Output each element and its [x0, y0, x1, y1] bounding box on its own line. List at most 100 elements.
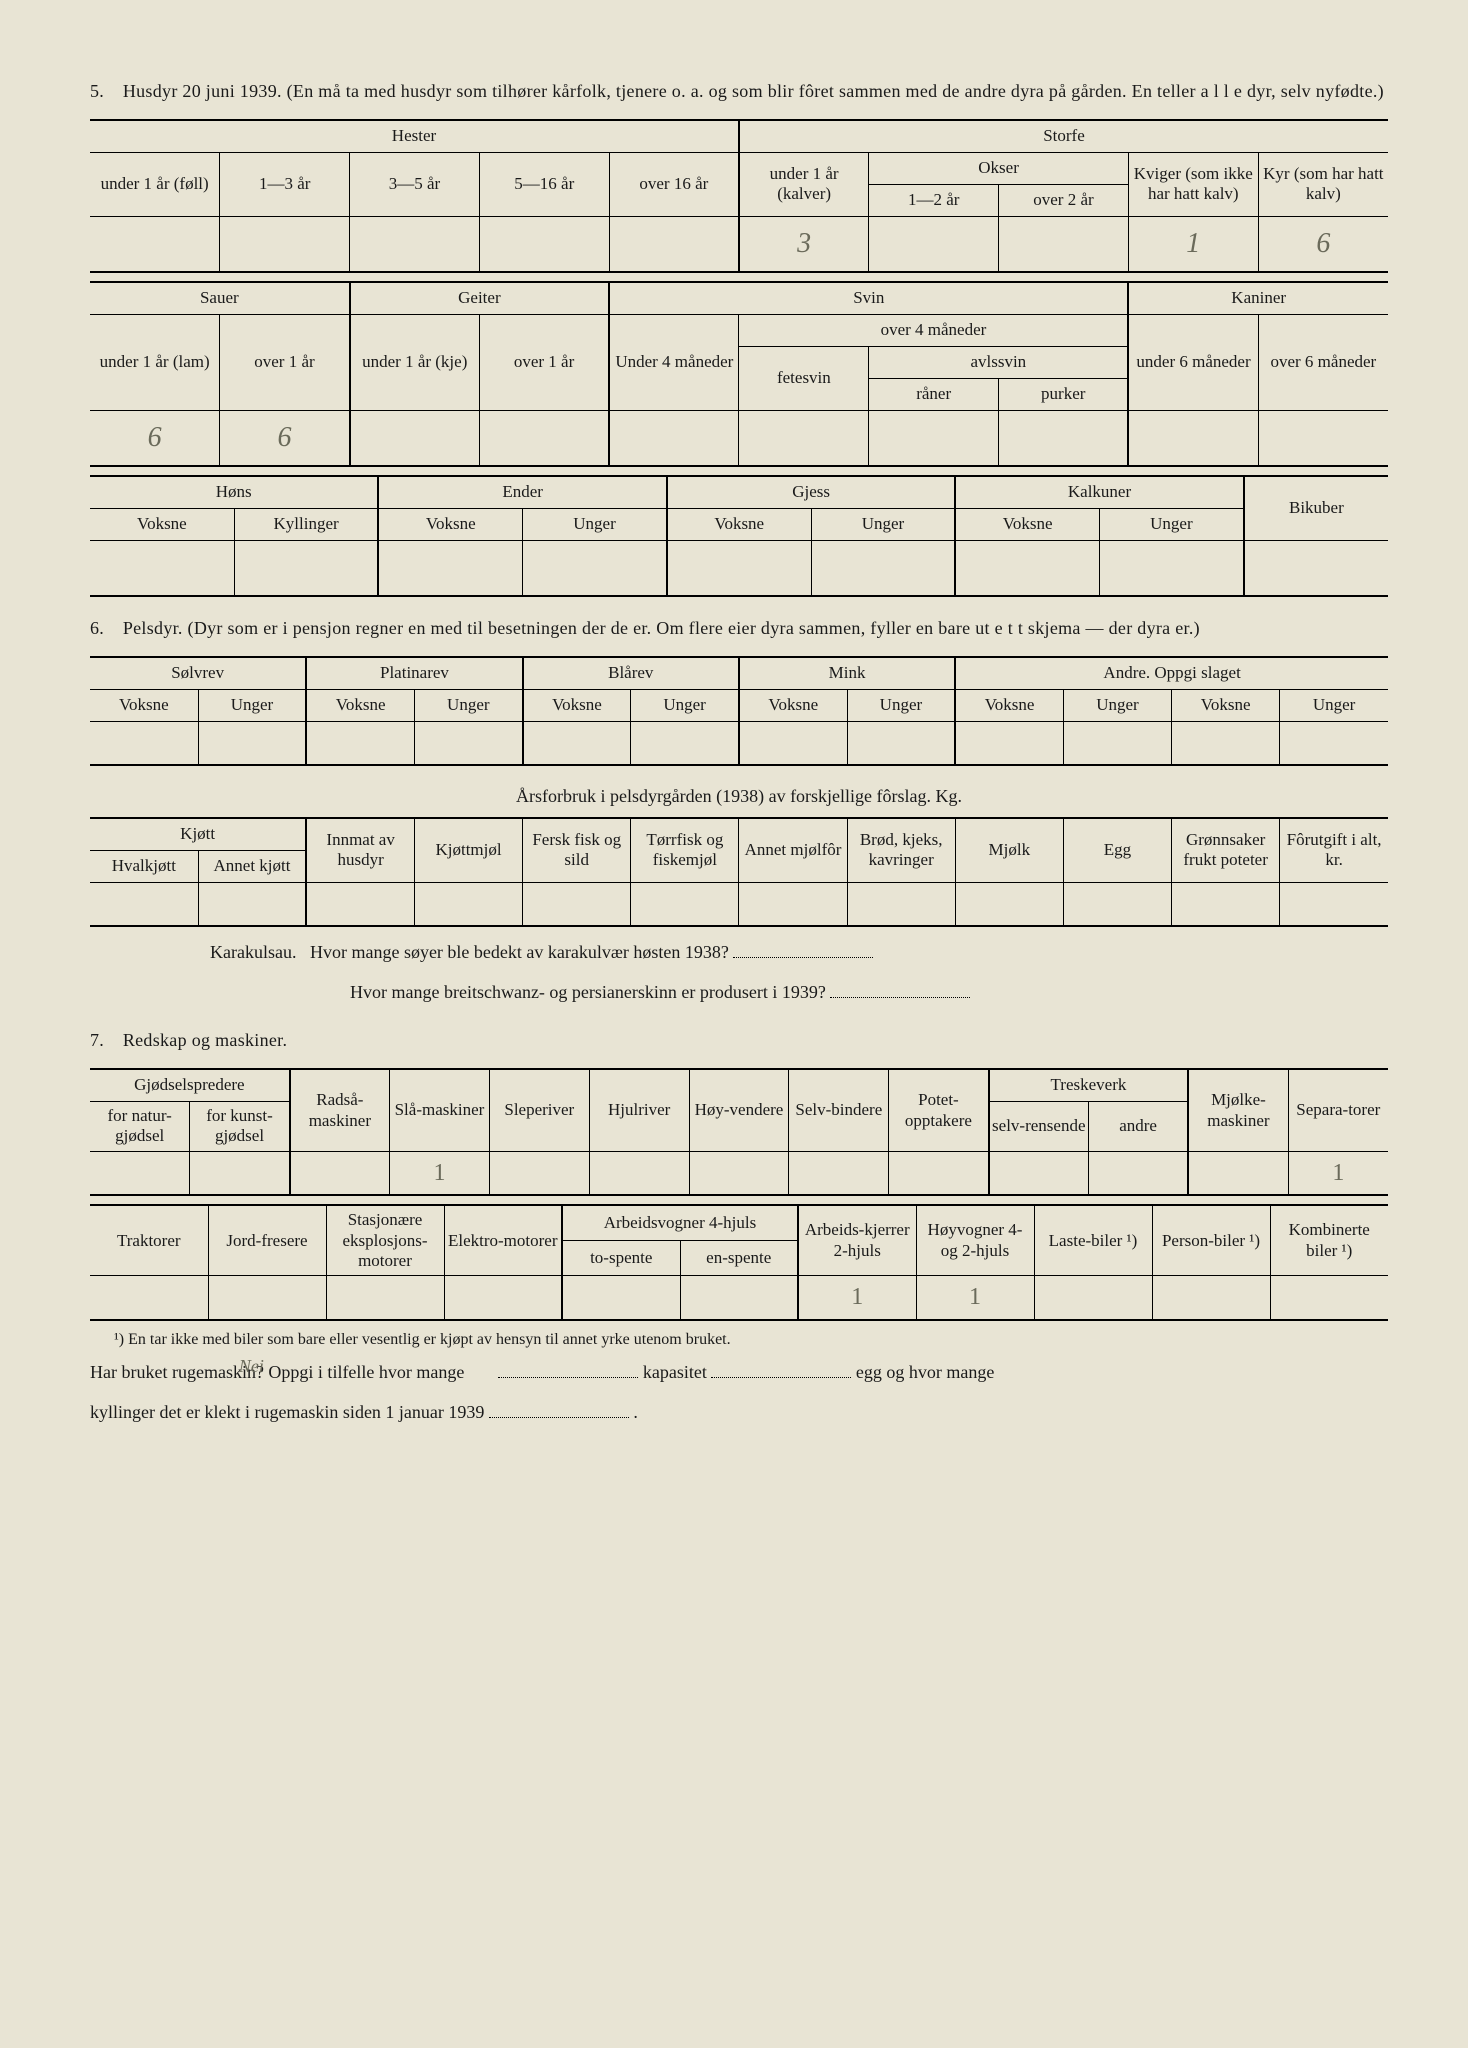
cell-6-1-9[interactable] [1063, 721, 1171, 765]
cell-5-1-4[interactable] [609, 216, 739, 272]
cell-f-2[interactable] [306, 882, 414, 926]
r2-d2: Laste-biler ¹) [1034, 1205, 1152, 1276]
cell-6-1-1[interactable] [198, 721, 306, 765]
cell-5-1-1[interactable] [220, 216, 350, 272]
cell-6-1-5[interactable] [631, 721, 739, 765]
cell-7-2-8[interactable] [1034, 1276, 1152, 1320]
cell-5-2-6[interactable] [869, 410, 999, 466]
cell-5-1-6[interactable] [869, 216, 999, 272]
cell-7-2-9[interactable] [1152, 1276, 1270, 1320]
cell-f-11[interactable] [1280, 882, 1388, 926]
cell-7-2-1[interactable] [208, 1276, 326, 1320]
cell-7-1-5[interactable] [589, 1151, 689, 1195]
cell-7-2-3[interactable] [444, 1276, 562, 1320]
cell-5-3-1[interactable] [234, 540, 378, 596]
cell-7-1-12[interactable]: 1 [1288, 1151, 1388, 1195]
cell-7-2-5[interactable] [680, 1276, 798, 1320]
cell-f-9[interactable] [1063, 882, 1171, 926]
cell-5-3-4[interactable] [667, 540, 811, 596]
cell-f-7[interactable] [847, 882, 955, 926]
cell-6-1-10[interactable] [1172, 721, 1280, 765]
cell-5-2-1[interactable]: 6 [220, 410, 350, 466]
cell-7-2-4[interactable] [562, 1276, 680, 1320]
ruge-blank-3[interactable] [489, 1400, 629, 1418]
cell-f-5[interactable] [631, 882, 739, 926]
cell-5-2-8[interactable] [1128, 410, 1258, 466]
cell-5-1-5[interactable]: 3 [739, 216, 869, 272]
cell-5-2-4[interactable] [609, 410, 739, 466]
cell-f-10[interactable] [1172, 882, 1280, 926]
group-andre: Andre. Oppgi slaget [955, 657, 1388, 689]
r1-c5: Selv-bindere [789, 1069, 889, 1151]
cell-f-6[interactable] [739, 882, 847, 926]
cell-7-1-1[interactable] [190, 1151, 290, 1195]
cell-5-1-8[interactable]: 1 [1128, 216, 1258, 272]
cell-5-2-5[interactable] [739, 410, 869, 466]
cell-7-1-10[interactable] [1088, 1151, 1188, 1195]
cell-7-1-11[interactable] [1188, 1151, 1288, 1195]
cell-5-1-9[interactable]: 6 [1258, 216, 1388, 272]
cell-f-3[interactable] [414, 882, 522, 926]
col-ender-u: Unger [523, 508, 667, 540]
cell-6-1-0[interactable] [90, 721, 198, 765]
cell-f-8[interactable] [955, 882, 1063, 926]
cell-7-1-4[interactable] [489, 1151, 589, 1195]
cell-6-1-8[interactable] [955, 721, 1063, 765]
cell-6-1-7[interactable] [847, 721, 955, 765]
feed-c4: Annet mjølfôr [739, 818, 847, 882]
cell-5-3-6[interactable] [955, 540, 1099, 596]
karakul-blank-1[interactable] [733, 940, 873, 958]
cell-5-2-7[interactable] [999, 410, 1129, 466]
cell-5-3-2[interactable] [378, 540, 522, 596]
cell-7-2-10[interactable] [1270, 1276, 1388, 1320]
cell-6-1-6[interactable] [739, 721, 847, 765]
cell-6-1-2[interactable] [306, 721, 414, 765]
cell-5-3-5[interactable] [811, 540, 955, 596]
group-kaniner: Kaniner [1128, 282, 1388, 314]
cell-5-1-3[interactable] [479, 216, 609, 272]
cell-7-1-7[interactable] [789, 1151, 889, 1195]
col-p-3v: Voksne [739, 689, 847, 721]
cell-5-1-0[interactable] [90, 216, 220, 272]
cell-5-2-9[interactable] [1258, 410, 1388, 466]
cell-5-2-0[interactable]: 6 [90, 410, 220, 466]
section7-text: Redskap og maskiner. [123, 1030, 287, 1050]
cell-7-2-2[interactable] [326, 1276, 444, 1320]
cell-f-0[interactable] [90, 882, 198, 926]
group-kalkuner: Kalkuner [955, 476, 1243, 508]
cell-6-1-11[interactable] [1280, 721, 1388, 765]
cell-7-2-0[interactable] [90, 1276, 208, 1320]
ruge-blank-2[interactable] [711, 1360, 851, 1378]
cell-f-4[interactable] [523, 882, 631, 926]
cell-6-1-4[interactable] [523, 721, 631, 765]
group-gjodsel: Gjødselspredere [90, 1069, 290, 1101]
cell-5-2-3[interactable] [479, 410, 609, 466]
cell-5-3-0[interactable] [90, 540, 234, 596]
cell-7-1-2[interactable] [290, 1151, 390, 1195]
col-sauer-1: over 1 år [220, 314, 350, 410]
cell-5-2-2[interactable] [350, 410, 480, 466]
cell-7-1-9[interactable] [989, 1151, 1089, 1195]
cell-6-1-3[interactable] [414, 721, 522, 765]
cell-5-3-8[interactable] [1244, 540, 1388, 596]
r1-c1: Slå-maskiner [390, 1069, 490, 1151]
cell-7-2-7[interactable]: 1 [916, 1276, 1034, 1320]
feed-c9: Fôrutgift i alt, kr. [1280, 818, 1388, 882]
cell-5-3-7[interactable] [1100, 540, 1244, 596]
col-fetesvin: fetesvin [739, 346, 869, 410]
cell-5-3-3[interactable] [523, 540, 667, 596]
cell-f-1[interactable] [198, 882, 306, 926]
cell-7-1-8[interactable] [889, 1151, 989, 1195]
cell-5-1-7[interactable] [999, 216, 1129, 272]
cell-7-2-6[interactable]: 1 [798, 1276, 916, 1320]
col-p-4v: Voksne [955, 689, 1063, 721]
cell-7-1-3[interactable]: 1 [390, 1151, 490, 1195]
r1-g0: for natur-gjødsel [90, 1101, 190, 1151]
ruge-blank-1[interactable] [498, 1360, 638, 1378]
col-purker: purker [999, 378, 1129, 410]
cell-7-1-0[interactable] [90, 1151, 190, 1195]
cell-7-1-6[interactable] [689, 1151, 789, 1195]
karakul-q1-line: Karakulsau. Hvor mange søyer ble bedekt … [210, 935, 1388, 969]
karakul-blank-2[interactable] [830, 980, 970, 998]
cell-5-1-2[interactable] [350, 216, 480, 272]
